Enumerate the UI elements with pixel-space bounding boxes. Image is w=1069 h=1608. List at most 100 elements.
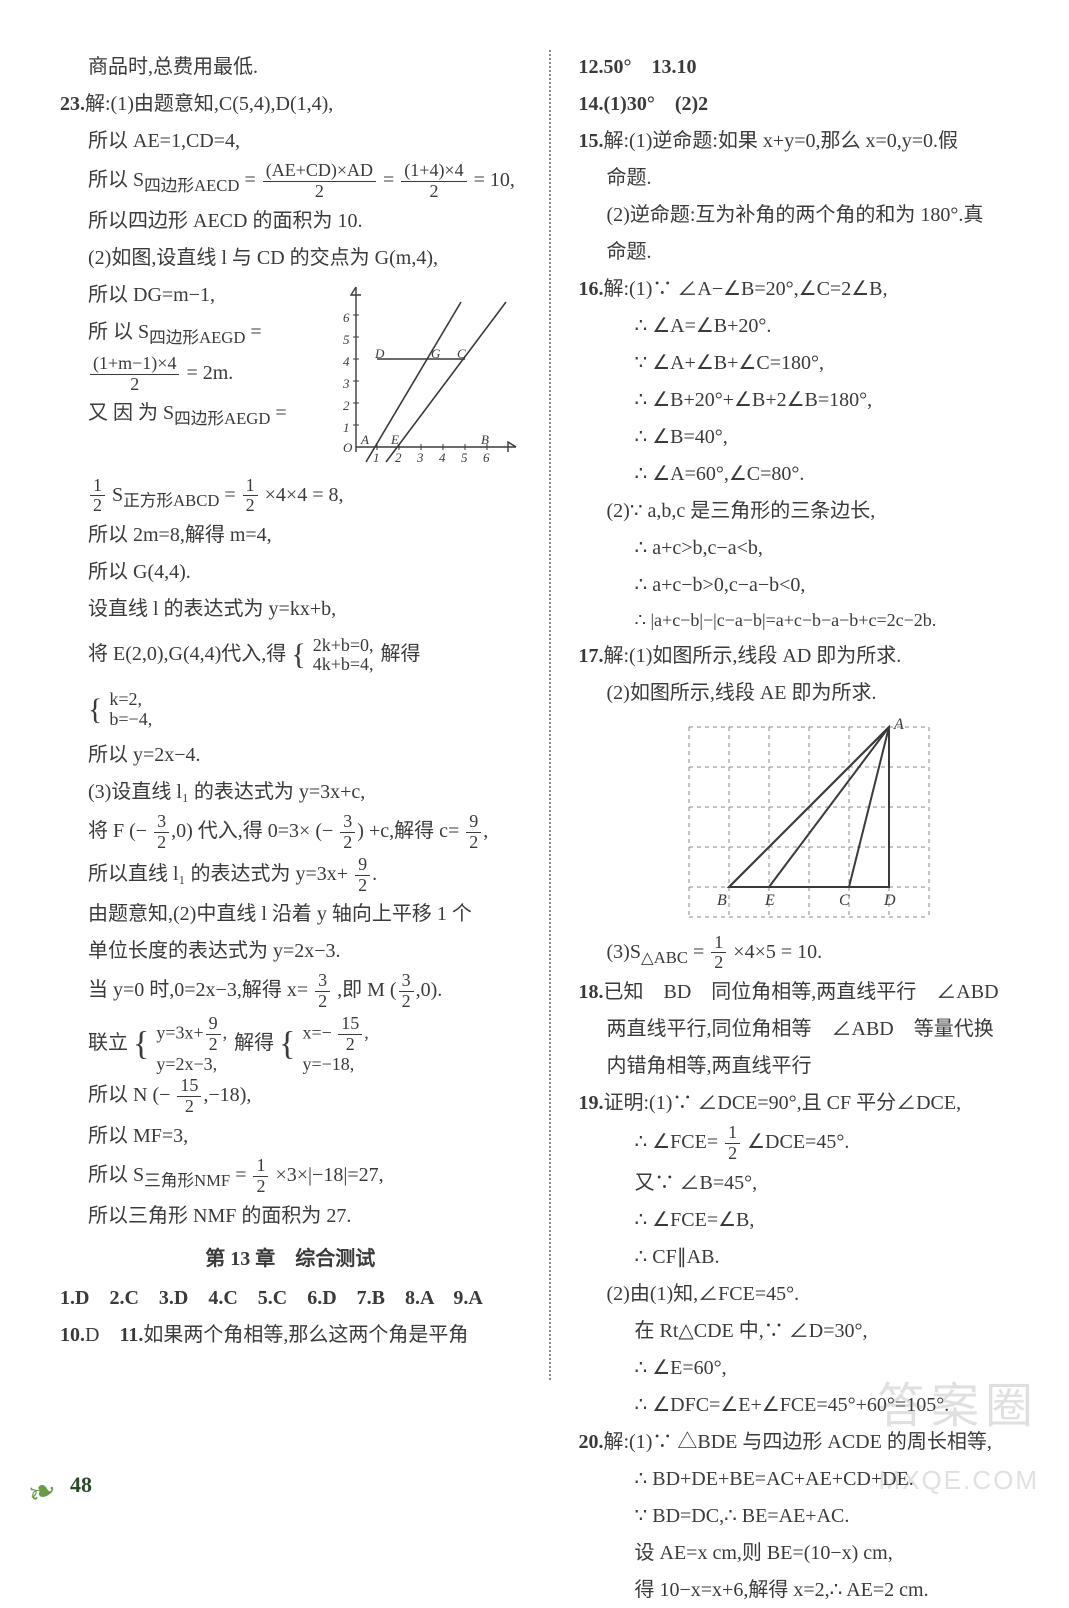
fraction: 92	[466, 812, 481, 853]
sub: 四边形AEGD	[174, 409, 270, 428]
q19: 19.证明:(1)∵ ∠DCE=90°,且 CF 平分∠DCE,	[579, 1086, 1040, 1121]
svg-text:1: 1	[343, 420, 350, 435]
svg-text:C: C	[839, 892, 850, 909]
text: (2)∵ a,b,c 是三角形的三条边长,	[579, 494, 1040, 529]
formula: 联立 { y=3x+92, y=2x−3, 解得 { x=− 152, y=−1…	[60, 1014, 521, 1074]
system: x=− 152, y=−18,	[302, 1014, 368, 1074]
text: 命题.	[579, 235, 1040, 270]
answer-row: 12.50° 13.10	[579, 50, 1040, 85]
fraction: 12	[711, 933, 726, 974]
text: 单位长度的表达式为 y=2x−3.	[60, 934, 521, 969]
text: (2)由(1)知,∠FCE=45°.	[579, 1277, 1040, 1312]
text: 所以 y=2x−4.	[60, 738, 521, 773]
svg-text:4: 4	[439, 450, 446, 465]
text: 又∵ ∠B=45°,	[579, 1166, 1040, 1201]
system: y=3x+92, y=2x−3,	[156, 1014, 227, 1074]
formula: 所以直线 l₁ 的表达式为 y=3x+ 92.	[60, 855, 521, 896]
text: =	[239, 169, 260, 191]
fraction: 152	[177, 1076, 201, 1117]
text: 所以三角形 NMF 的面积为 27.	[60, 1199, 521, 1234]
fraction: 92	[355, 855, 370, 896]
q17: 17.解:(1)如图所示,线段 AD 即为所求.	[579, 639, 1040, 674]
fraction: 12	[243, 476, 258, 517]
sub: 四边形AECD	[144, 176, 239, 195]
svg-text:5: 5	[461, 450, 468, 465]
q-num: 23.	[60, 93, 85, 115]
text: 所以 N	[88, 1084, 147, 1106]
text: 设 AE=x cm,则 BE=(10−x) cm,	[579, 1536, 1040, 1571]
text: 两直线平行,同位角相等 ∠ABD 等量代换	[579, 1012, 1040, 1047]
watermark-text: 答案圈	[877, 1366, 1039, 1436]
text: =	[219, 483, 240, 505]
text: =	[270, 402, 286, 424]
text: =	[245, 321, 261, 343]
right-column: 12.50° 13.10 14.(1)30° (2)2 15.解:(1)逆命题:…	[579, 50, 1040, 1380]
formula: 所以 S三角形NMF = 12 ×3×|−18|=27,	[60, 1156, 521, 1197]
sub: 正方形ABCD	[123, 490, 219, 509]
svg-text:O: O	[343, 440, 353, 455]
svg-text:2: 2	[343, 398, 350, 413]
sub: △ABC	[641, 947, 688, 966]
text: 设直线 l 的表达式为 y=kx+b,	[60, 592, 521, 627]
system: k=2,b=−4,	[109, 690, 152, 730]
fraction: 12	[253, 1156, 268, 1197]
sub: 四边形AEGD	[149, 328, 245, 347]
column-divider	[549, 50, 551, 1380]
text: ∴ ∠A=∠B+20°.	[579, 309, 1040, 344]
text: S	[112, 483, 123, 505]
formula: { k=2,b=−4,	[60, 684, 521, 737]
q16: 16.解:(1)∵ ∠A−∠B=20°,∠C=2∠B,	[579, 272, 1040, 307]
text: 所以 2m=8,解得 m=4,	[60, 518, 521, 553]
fraction: 12	[90, 476, 105, 517]
text: 将 E(2,0),G(4,4)代入,得	[88, 643, 286, 665]
text: 在 Rt△CDE 中,∵ ∠D=30°,	[579, 1314, 1040, 1349]
svg-text:E: E	[764, 892, 775, 909]
text: 所以 AE=1,CD=4,	[60, 124, 521, 159]
svg-text:3: 3	[342, 376, 350, 391]
formula: 12 S正方形ABCD = 12 ×4×4 = 8,	[60, 476, 521, 517]
text: 所以 G(4,4).	[60, 555, 521, 590]
svg-text:5: 5	[343, 332, 350, 347]
svg-text:A: A	[893, 717, 904, 733]
svg-text:B: B	[481, 432, 489, 447]
left-column: 商品时,总费用最低. 23.解:(1)由题意知,C(5,4),D(1,4), 所…	[60, 50, 521, 1380]
text: ×3×|−18|=27,	[275, 1164, 383, 1186]
answer-row: 10.D 11.如果两个角相等,那么这两个角是平角	[60, 1318, 521, 1353]
text: 命题.	[579, 161, 1040, 196]
text: ∴ a+c>b,c−a<b,	[579, 531, 1040, 566]
svg-text:3: 3	[416, 450, 424, 465]
formula: 所以 N (− 152,−18),	[60, 1076, 521, 1117]
text: ∴ ∠A=60°,∠C=80°.	[579, 457, 1040, 492]
text: 解得	[381, 643, 421, 665]
text: 所以 S	[88, 1164, 144, 1186]
page-body: 商品时,总费用最低. 23.解:(1)由题意知,C(5,4),D(1,4), 所…	[0, 0, 1069, 1430]
svg-text:D: D	[883, 892, 896, 909]
text: ∴ ∠B+20°+∠B+2∠B=180°,	[579, 383, 1040, 418]
text: ∴ a+c−b>0,c−a−b<0,	[579, 568, 1040, 603]
fraction: 12	[725, 1123, 740, 1164]
text: ∴ ∠FCE=	[635, 1131, 719, 1153]
formula: ∴ ∠FCE= 12 ∠DCE=45°.	[579, 1123, 1040, 1164]
text: ∴ CF∥AB.	[579, 1240, 1040, 1275]
svg-text:2: 2	[395, 450, 402, 465]
coord-chart: O 123 456 123 456 AEB DGC	[331, 282, 521, 472]
text: 所以 S	[88, 169, 144, 191]
formula: 当 y=0 时,0=2x−3,解得 x= 32 ,即 M (32,0).	[60, 971, 521, 1012]
system: 2k+b=0,4k+b=4,	[313, 636, 374, 676]
fraction: (AE+CD)×AD2	[263, 161, 376, 202]
q15: 15.解:(1)逆命题:如果 x+y=0,那么 x=0,y=0.假	[579, 124, 1040, 159]
svg-text:B: B	[717, 892, 727, 909]
fraction: 32	[315, 971, 330, 1012]
leaf-icon: ❧	[22, 1468, 62, 1515]
sub: 三角形NMF	[144, 1171, 230, 1190]
svg-text:E: E	[390, 432, 399, 447]
text: (3)S	[607, 940, 641, 962]
text: 商品时,总费用最低.	[60, 50, 521, 85]
text: 所以四边形 AECD 的面积为 10.	[60, 204, 521, 239]
text: ∵ BD=DC,∴ BE=AE+AC.	[579, 1499, 1040, 1534]
text: 当 y=0 时,0=2x−3,解得 x=	[88, 979, 308, 1001]
text: 所 以 S	[88, 321, 149, 343]
text: ∴ ∠FCE=∠B,	[579, 1203, 1040, 1238]
text: +c,解得 c=	[369, 820, 459, 842]
svg-text:6: 6	[483, 450, 490, 465]
